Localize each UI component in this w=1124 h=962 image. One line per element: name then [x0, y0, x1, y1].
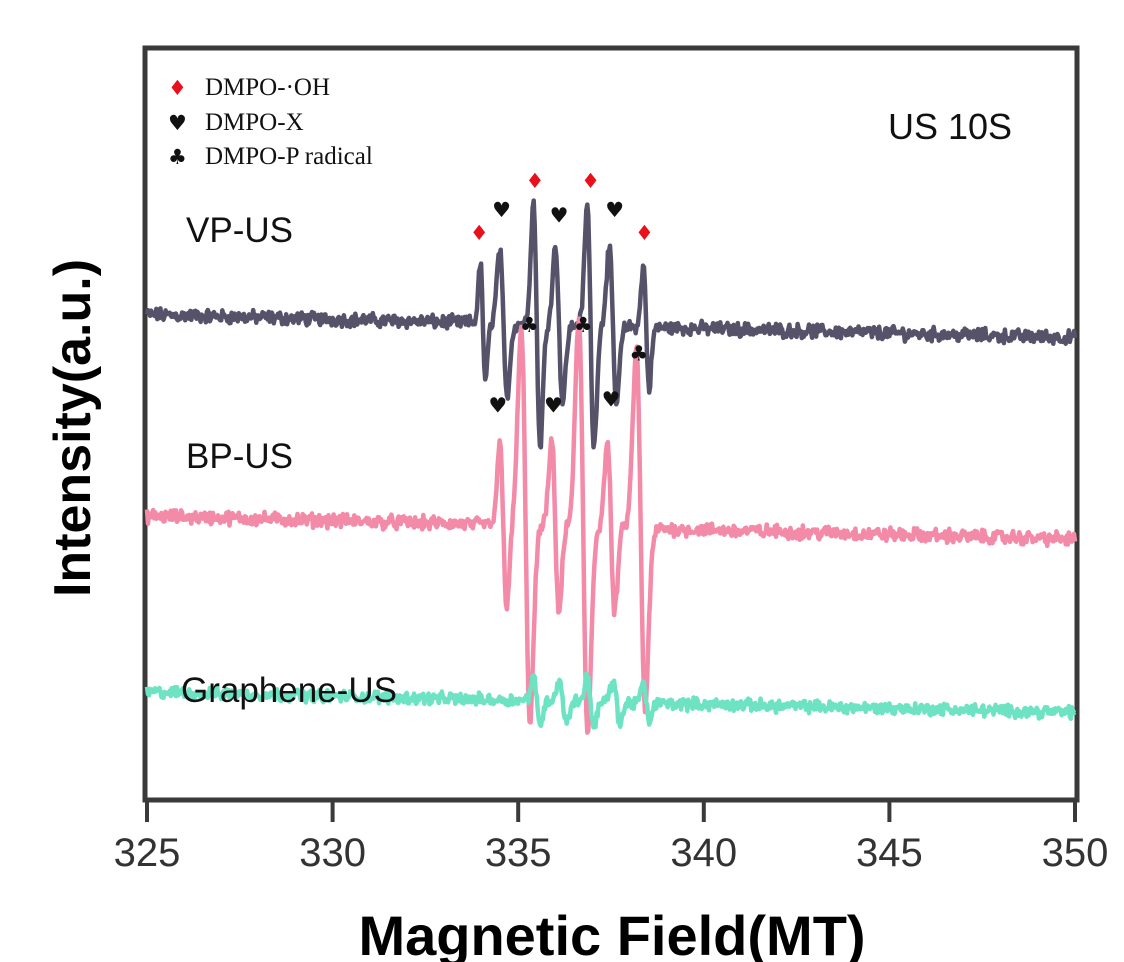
x-tick-label: 335 [485, 831, 552, 875]
legend-label-dmpo-x: DMPO-X [205, 109, 304, 136]
peak-marker-heart-icon: ♥ [602, 388, 621, 412]
series-line-graphene-us [144, 671, 1077, 730]
series-layer [144, 198, 1078, 735]
series-label-vp-us: VP-US [186, 211, 293, 250]
legend-diamond-icon: ♦ [168, 76, 187, 100]
x-tick-label: 340 [670, 831, 737, 875]
x-tick-label: 345 [856, 831, 923, 875]
condition-annotation: US 10S [888, 106, 1012, 147]
peak-marker-heart-icon: ♥ [492, 198, 511, 222]
series-label-bp-us: BP-US [186, 437, 293, 476]
peak-marker-heart-icon: ♥ [550, 204, 569, 228]
x-tick-label: 325 [114, 831, 181, 875]
peak-marker-diamond-icon: ♦ [635, 221, 654, 245]
peak-marker-diamond-icon: ♦ [470, 221, 489, 245]
peak-markers: ♦♥♦♥♦♥♦♥♣♥♣♥♣ [470, 169, 654, 417]
peak-marker-heart-icon: ♥ [488, 393, 507, 417]
y-axis-title: Intensity(a.u.) [44, 259, 102, 597]
legend-heart-icon: ♥ [168, 111, 187, 135]
peak-marker-heart-icon: ♥ [605, 198, 624, 222]
peak-marker-heart-icon: ♥ [544, 393, 563, 417]
peak-marker-diamond-icon: ♦ [581, 169, 600, 193]
x-axis-ticks: 325 330 335 340 345 350 [114, 800, 1109, 875]
legend-club-icon: ♣ [168, 145, 187, 169]
series-label-graphene-us: Graphene-US [181, 671, 397, 710]
legend-label-dmpo-p: DMPO-P radical [205, 143, 373, 170]
x-tick-label: 350 [1042, 831, 1109, 875]
plot-frame [142, 45, 1080, 803]
peak-marker-club-icon: ♣ [629, 342, 648, 366]
legend: ♦ DMPO-·OH ♥ DMPO-X ♣ DMPO-P radical [168, 74, 373, 170]
legend-label-dmpo-oh: DMPO-·OH [205, 74, 330, 101]
peak-marker-club-icon: ♣ [520, 313, 539, 337]
x-axis-title: Magnetic Field(MT) [358, 904, 865, 962]
peak-marker-diamond-icon: ♦ [525, 169, 544, 193]
series-line-bp-us [144, 316, 1078, 735]
series-line-vp-us [144, 198, 1078, 450]
x-tick-label: 330 [299, 831, 366, 875]
peak-marker-club-icon: ♣ [574, 313, 593, 337]
